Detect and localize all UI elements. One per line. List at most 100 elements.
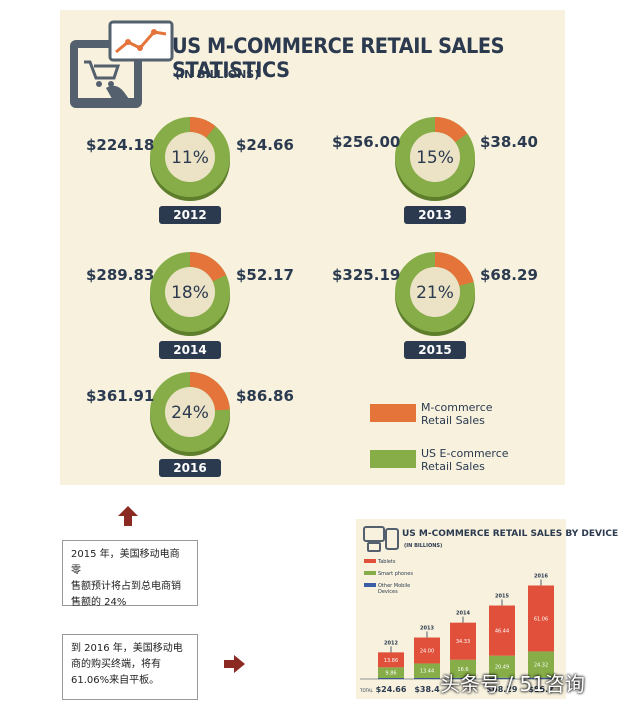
legend-swatch-smartphones (364, 571, 376, 575)
bar-2014-other-mobile-devices (450, 677, 476, 679)
mcommerce-value-2015: $68.29 (480, 266, 538, 284)
bar-2012-smart-phones (378, 667, 404, 678)
chart-title: US M-COMMERCE RETAIL SALES STATISTICS (172, 34, 505, 82)
device-chart-title: US M-COMMERCE RETAIL SALES BY DEVICE (402, 529, 619, 539)
arrow-right-icon (224, 655, 245, 673)
legend-swatch-ecommerce (370, 450, 416, 468)
bar-label-2012-smart-phones: 9.86 (385, 671, 396, 677)
bar-total-2015: $68.29 (487, 685, 518, 694)
legend-other-line2: Devices (378, 589, 398, 595)
bar-year-2014: 2014 (456, 611, 470, 617)
bar-2016-smart-phones (528, 651, 554, 678)
bar-label-2015-smart-phones: 20.49 (495, 665, 509, 671)
donut-hole-2014 (165, 267, 215, 317)
legend-label-ecommerce: US E-commerce Retail Sales (421, 447, 521, 473)
donut-percent-2014: 18% (171, 283, 209, 303)
donut-hole-2015 (410, 267, 460, 317)
bar-label-2012-tablets: 13.86 (384, 658, 398, 664)
note-2015-line1: 2015 年，美国移动电商零 (71, 549, 180, 576)
watermark: 头条号 / 51咨询 (440, 672, 585, 696)
bar-total-label: TOTAL (359, 688, 373, 693)
donut-hole-2013 (410, 132, 460, 182)
bar-label-2014-tablets: 34.33 (456, 639, 470, 645)
legend-mcommerce-line2: Retail Sales (421, 414, 485, 427)
legend-tablets-label: Tablets (378, 559, 396, 565)
bar-2015-other-mobile-devices (489, 677, 515, 679)
bar-2013-other-mobile-devices (414, 677, 440, 679)
year-badge-2013: 2013 (404, 206, 466, 224)
year-badge-2014: 2014 (159, 341, 221, 359)
donut-mcommerce-2016 (190, 372, 230, 411)
mcommerce-value-2014: $52.17 (236, 266, 294, 284)
bar-label-2014-smart-phones: 16.6 (457, 667, 468, 673)
ecommerce-value-2015: $325.19 (332, 266, 401, 284)
bar-label-2015-tablets: 46.44 (495, 629, 509, 635)
year-badge-2015: 2015 (404, 341, 466, 359)
bar-2016-other-mobile-devices (528, 677, 554, 679)
donut-mcommerce-2015 (435, 252, 474, 286)
donut-charts: 11% 15% 18% 21% 24% (150, 117, 475, 456)
note-box-2016: 到 2016 年，美国移动电 商的购买终端，将有 61.06%来自平板。 (62, 634, 198, 700)
ecommerce-value-2013: $256.00 (332, 133, 401, 151)
year-badge-2016: 2016 (159, 459, 221, 477)
bar-2014-smart-phones (450, 659, 476, 678)
bar-total-2016: $86.2 (528, 685, 553, 694)
mcommerce-value-2012: $24.66 (236, 136, 294, 154)
donut-2016: 24% (150, 372, 230, 456)
note-box-2015: 2015 年，美国移动电商零 售额预计将占到总电商销 售额的 24% (62, 540, 198, 608)
legend-swatch-mcommerce (370, 404, 416, 422)
ecommerce-value-2016: $361.91 (86, 387, 155, 405)
legend-other-line1: Other Mobile (378, 583, 411, 589)
bar-total-2012: $24.66 (376, 685, 407, 694)
donut-2013: 15% (395, 117, 475, 201)
donut-2015: 21% (395, 252, 475, 336)
bar-2013-smart-phones (414, 663, 440, 678)
device-icons (363, 526, 399, 552)
legend-swatch-other (364, 583, 376, 587)
ecommerce-value-2014: $289.83 (86, 266, 155, 284)
bar-label-2013-tablets: 24.00 (420, 648, 434, 654)
donut-mcommerce-2013 (435, 117, 468, 143)
legend-label-mcommerce: M-commerce Retail Sales (421, 401, 521, 427)
bar-2013-tablets (414, 637, 440, 664)
donut-mcommerce-2014 (190, 252, 227, 282)
donut-percent-2016: 24% (171, 403, 209, 423)
donut-percent-2015: 21% (416, 283, 454, 303)
bar-year-2013: 2013 (420, 626, 434, 632)
note-2015-line2: 售额预计将占到总电商销 (71, 581, 181, 592)
chart-subtitle: (IN BILLIONS) (175, 68, 260, 81)
bar-2016-tablets (528, 585, 554, 652)
mcommerce-value-2016: $86.86 (236, 387, 294, 405)
device-chart-panel: US M-COMMERCE RETAIL SALES BY DEVICE (IN… (356, 519, 618, 699)
bar-2012-other-mobile-devices (378, 677, 404, 679)
bar-year-2012: 2012 (384, 640, 398, 646)
main-infographic-panel (60, 10, 565, 485)
bar-label-2013-smart-phones: 13.44 (420, 669, 434, 675)
bar-year-2016: 2016 (534, 573, 548, 579)
note-2016-line2: 商的购买终端，将有 (71, 659, 161, 670)
mcommerce-value-2013: $38.40 (480, 133, 538, 151)
donut-percent-2013: 15% (416, 148, 454, 168)
legend-ecommerce-line1: US E-commerce (421, 447, 509, 460)
donut-2014: 18% (150, 252, 230, 336)
year-badge-2012: 2012 (159, 206, 221, 224)
note-2015-line3: 售额的 24% (71, 597, 127, 608)
donut-2012: 11% (150, 117, 230, 201)
bar-2014-tablets (450, 622, 476, 660)
bar-2015-tablets (489, 605, 515, 656)
bar-year-2015: 2015 (495, 594, 509, 600)
bar-label-2016-smart-phones: 24.32 (534, 663, 548, 669)
tablet-cart-icon (70, 20, 174, 108)
note-2016-line3: 61.06%来自平板。 (71, 675, 160, 686)
donut-hole-2012 (165, 132, 215, 182)
legend-ecommerce-line2: Retail Sales (421, 460, 485, 473)
donut-hole-2016 (165, 387, 215, 437)
bar-label-2016-tablets: 61.06 (534, 616, 548, 622)
device-chart-subtitle: (IN BILLIONS) (404, 543, 443, 549)
donut-percent-2012: 11% (171, 148, 209, 168)
bar-2012-tablets (378, 652, 404, 668)
legend-other-label: Other Mobile Devices (378, 583, 410, 595)
legend-smartphones-label: Smart phones (378, 571, 413, 577)
legend-mcommerce-line1: M-commerce (421, 401, 493, 414)
donut-mcommerce-2012 (190, 117, 216, 138)
